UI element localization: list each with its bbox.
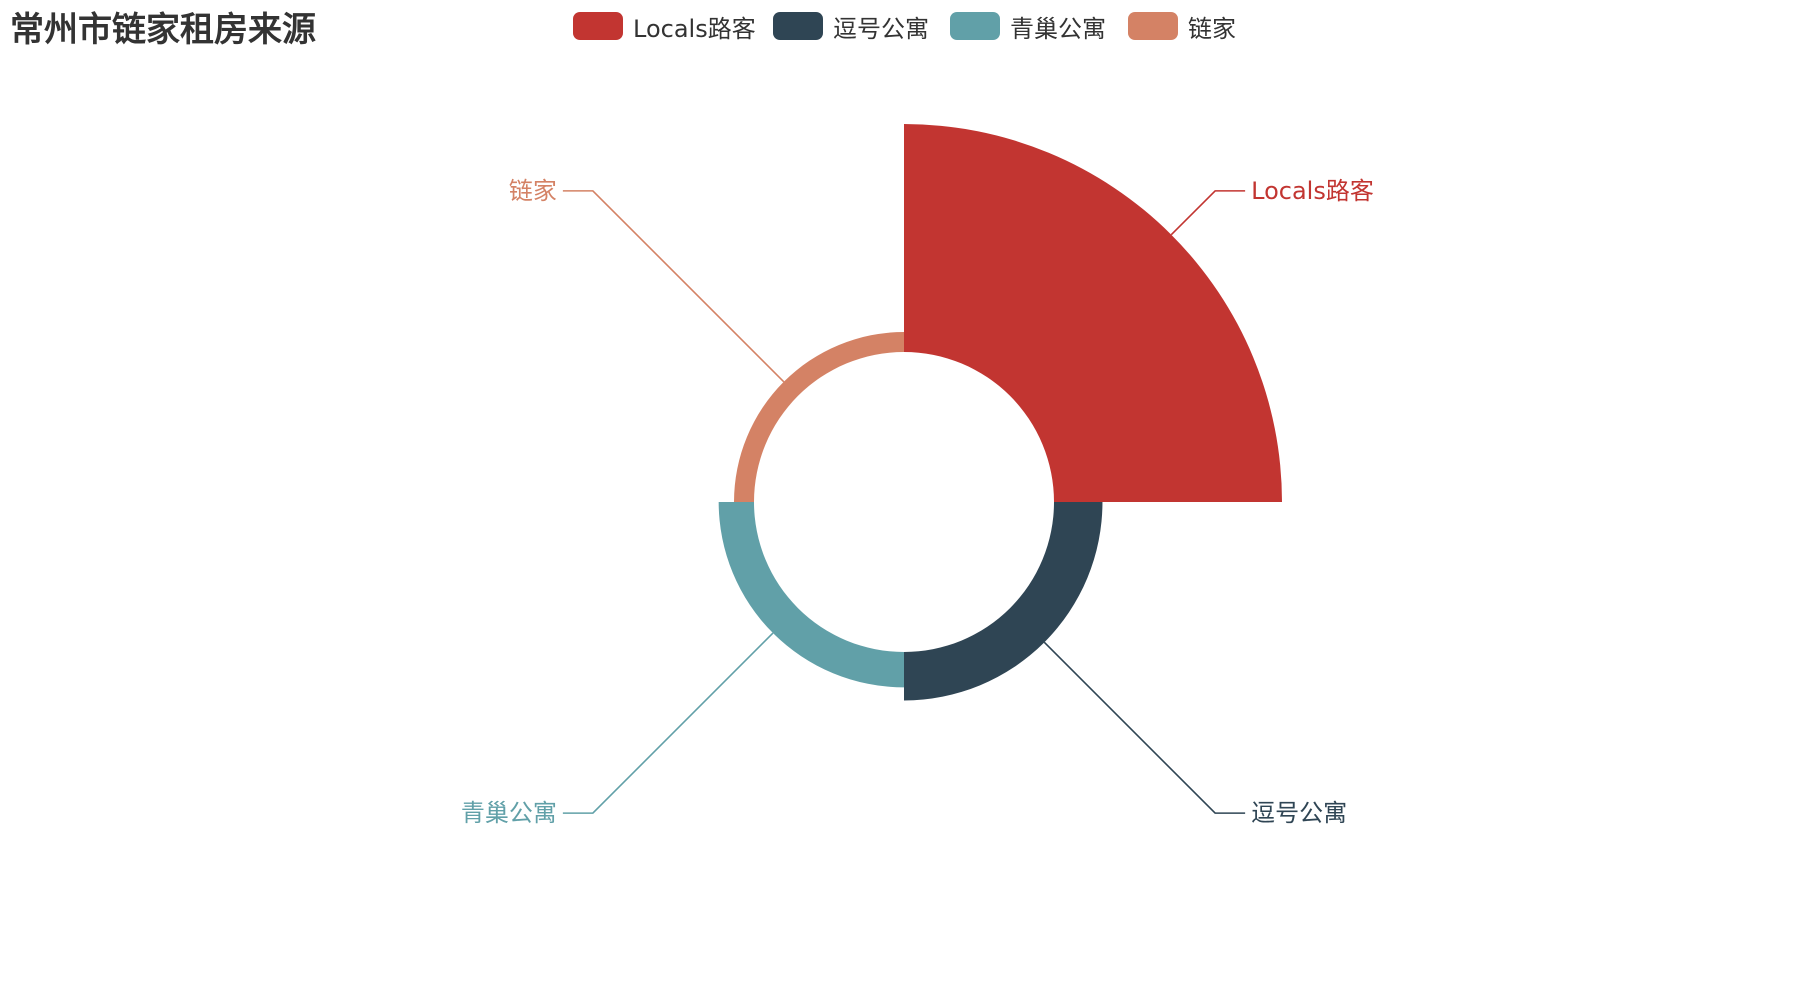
legend-label: Locals路客 — [633, 14, 756, 43]
rose-slice-0[interactable] — [904, 124, 1282, 502]
leader-line-3 — [562, 190, 785, 383]
leader-line-1 — [1043, 641, 1246, 814]
leader-line-2 — [562, 632, 774, 814]
legend-item-qingchao[interactable]: 青巢公寓 — [950, 8, 1106, 44]
legend-label: 青巢公寓 — [1010, 14, 1106, 43]
legend-swatch-icon — [1128, 12, 1178, 40]
chart-title: 常州市链家租房来源 — [10, 10, 316, 50]
legend-item-douhao[interactable]: 逗号公寓 — [773, 8, 929, 44]
legend-item-lianjia[interactable]: 链家 — [1128, 8, 1236, 44]
legend-label: 链家 — [1188, 14, 1236, 43]
legend-swatch-icon — [573, 12, 623, 40]
slice-label-3: 链家 — [509, 177, 557, 205]
slice-label-0: Locals路客 — [1251, 177, 1374, 205]
slice-label-1: 逗号公寓 — [1251, 799, 1347, 827]
rose-slice-1[interactable] — [904, 502, 1103, 701]
leader-line-0 — [1170, 190, 1246, 236]
slice-label-2: 青巢公寓 — [461, 799, 557, 827]
legend: Locals路客 逗号公寓 青巢公寓 链家 — [0, 4, 1800, 44]
legend-swatch-icon — [950, 12, 1000, 40]
legend-swatch-icon — [773, 12, 823, 40]
rose-slice-3[interactable] — [734, 332, 904, 502]
rose-slice-2[interactable] — [718, 502, 904, 688]
legend-label: 逗号公寓 — [833, 14, 929, 43]
legend-item-locals[interactable]: Locals路客 — [573, 8, 756, 44]
